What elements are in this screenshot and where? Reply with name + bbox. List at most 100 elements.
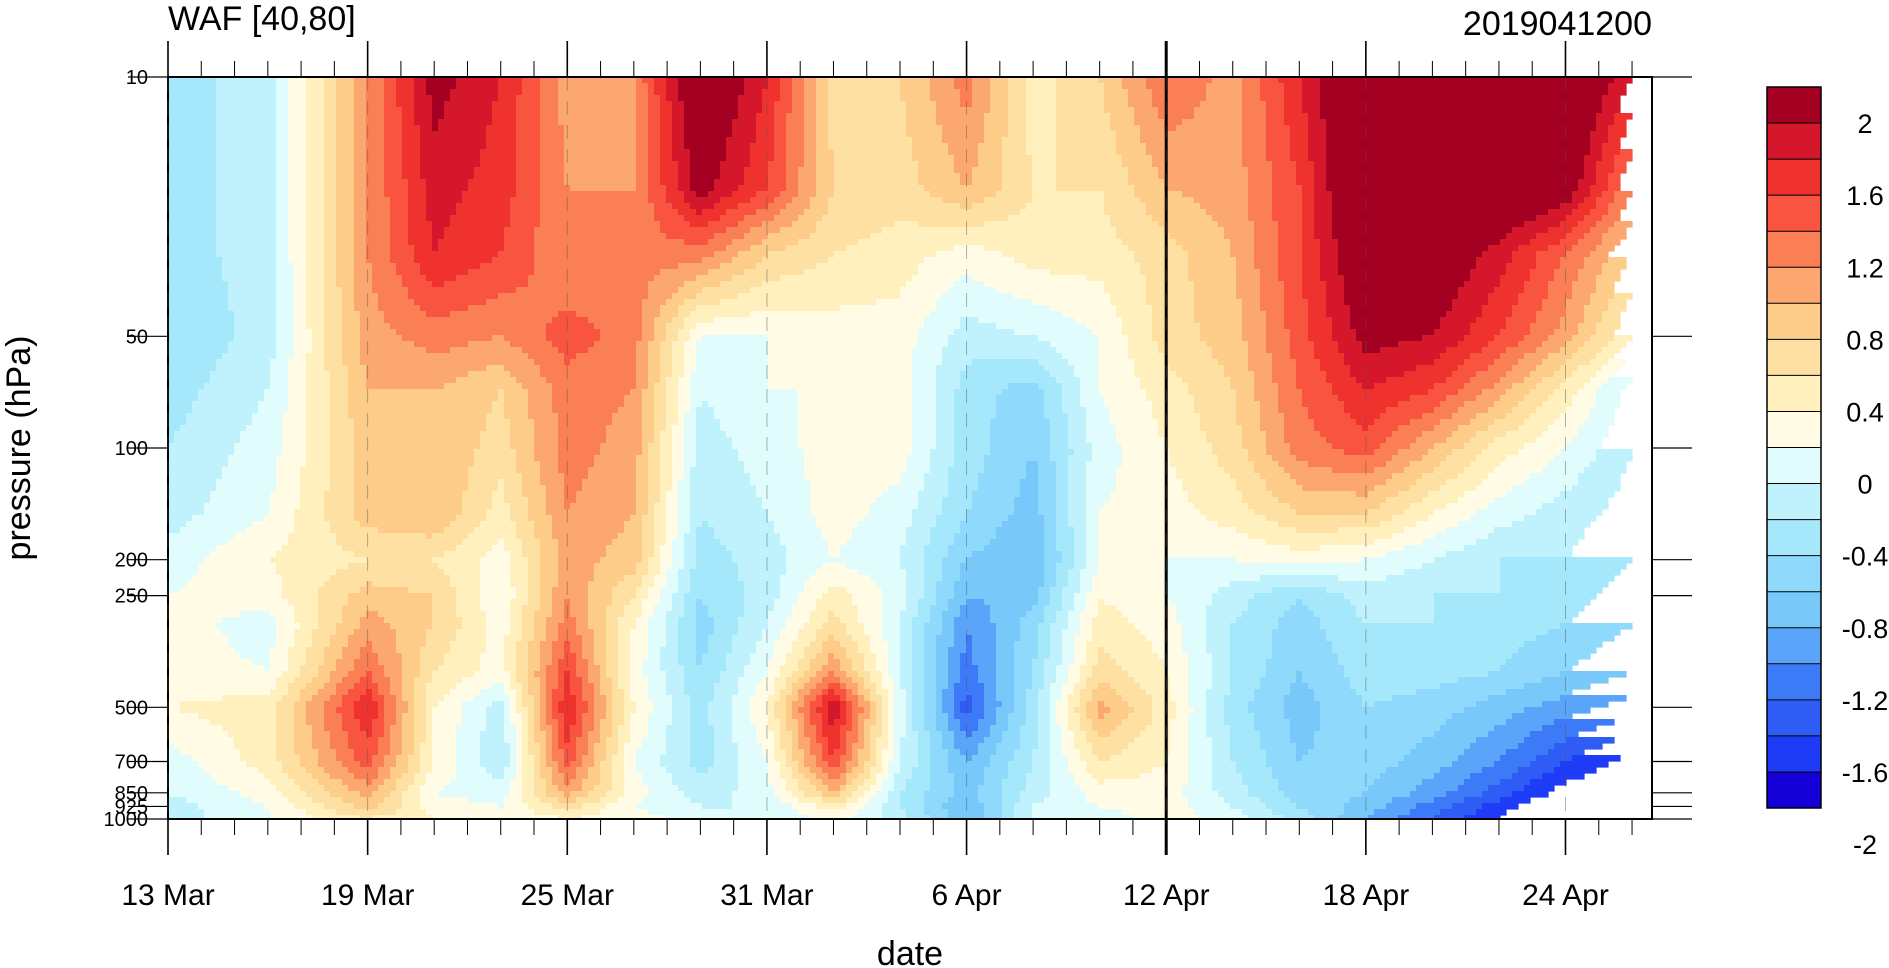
field-cell	[390, 323, 547, 330]
field-cell	[1080, 395, 1105, 402]
field-cell	[924, 257, 1015, 264]
field-cell	[846, 653, 865, 660]
field-cell	[420, 149, 481, 156]
field-cell	[1098, 371, 1135, 378]
field-cell	[1260, 413, 1285, 420]
field-cell	[1248, 191, 1273, 198]
field-cell	[1338, 251, 1483, 258]
field-cell	[576, 629, 595, 636]
field-cell	[366, 383, 445, 390]
field-cell	[414, 683, 427, 690]
field-cell	[1578, 431, 1609, 438]
field-cell	[798, 239, 859, 246]
field-cell	[306, 305, 325, 312]
field-cell	[1248, 209, 1273, 216]
field-cell	[636, 473, 649, 480]
field-cell	[564, 719, 577, 726]
field-cell	[1098, 509, 1201, 516]
field-cell	[1272, 629, 1327, 636]
field-cell	[1548, 335, 1573, 342]
field-cell	[780, 275, 913, 282]
field-cell	[1206, 647, 1231, 654]
field-cell	[1110, 497, 1189, 504]
field-cell	[1284, 419, 1315, 426]
field-cell	[606, 605, 625, 612]
field-cell	[588, 707, 595, 714]
field-cell	[1278, 383, 1297, 390]
field-cell	[390, 731, 403, 738]
field-cell	[1356, 329, 1435, 336]
field-cell	[804, 683, 817, 690]
field-cell	[768, 233, 811, 240]
field-cell	[168, 89, 217, 96]
field-cell	[1290, 473, 1393, 480]
field-cell	[846, 695, 859, 702]
field-cell	[744, 587, 781, 594]
field-cell	[276, 641, 295, 648]
field-cell	[696, 341, 769, 348]
field-cell	[954, 389, 1003, 396]
field-cell	[1386, 437, 1417, 444]
field-cell	[936, 101, 961, 108]
field-cell	[828, 539, 847, 546]
field-cell	[474, 449, 517, 456]
field-cell	[1254, 233, 1279, 240]
field-cell	[1056, 107, 1105, 114]
field-cell	[486, 509, 511, 516]
field-cell	[666, 383, 679, 390]
field-cell	[294, 317, 307, 324]
field-cell	[1038, 653, 1051, 660]
field-cell	[684, 191, 697, 198]
field-cell	[1044, 575, 1057, 582]
field-cell	[1038, 479, 1057, 486]
field-cell	[606, 611, 625, 618]
field-cell	[1236, 557, 1363, 564]
field-cell	[1266, 143, 1291, 150]
field-cell	[972, 173, 1003, 180]
field-cell	[798, 599, 817, 606]
field-cell	[564, 473, 589, 480]
field-cell	[1266, 539, 1375, 546]
field-cell	[1146, 281, 1195, 288]
field-cell	[1284, 437, 1327, 444]
field-cell	[360, 335, 403, 342]
field-cell	[408, 707, 415, 714]
field-cell	[504, 407, 529, 414]
field-cell	[948, 479, 979, 486]
field-cell	[354, 185, 367, 192]
field-cell	[390, 257, 415, 264]
field-cell	[456, 587, 481, 594]
field-cell	[1206, 617, 1237, 624]
field-cell	[816, 179, 835, 186]
field-cell	[1326, 377, 1357, 384]
field-cell	[312, 329, 325, 336]
field-cell	[1074, 605, 1087, 612]
field-cell	[1488, 293, 1519, 300]
field-cell	[1260, 293, 1285, 300]
field-cell	[678, 491, 691, 498]
field-cell	[612, 599, 631, 606]
field-cell	[672, 101, 685, 108]
field-cell	[972, 497, 1015, 504]
field-cell	[276, 185, 289, 192]
field-cell	[846, 689, 853, 696]
field-cell	[312, 335, 325, 342]
field-cell	[864, 719, 877, 726]
field-cell	[1068, 509, 1087, 516]
field-cell	[432, 671, 475, 678]
field-cell	[1320, 83, 1609, 90]
field-cell	[504, 479, 523, 486]
field-cell	[306, 269, 325, 276]
field-cell	[978, 149, 1003, 156]
field-cell	[528, 281, 649, 288]
field-cell	[1446, 551, 1573, 558]
field-cell	[336, 137, 355, 144]
field-cell	[834, 689, 847, 696]
field-cell	[324, 347, 343, 354]
field-cell	[618, 617, 637, 624]
field-cell	[534, 425, 559, 432]
field-cell	[528, 653, 541, 660]
field-cell	[294, 329, 313, 336]
field-cell	[798, 635, 817, 642]
field-cell	[822, 725, 841, 732]
